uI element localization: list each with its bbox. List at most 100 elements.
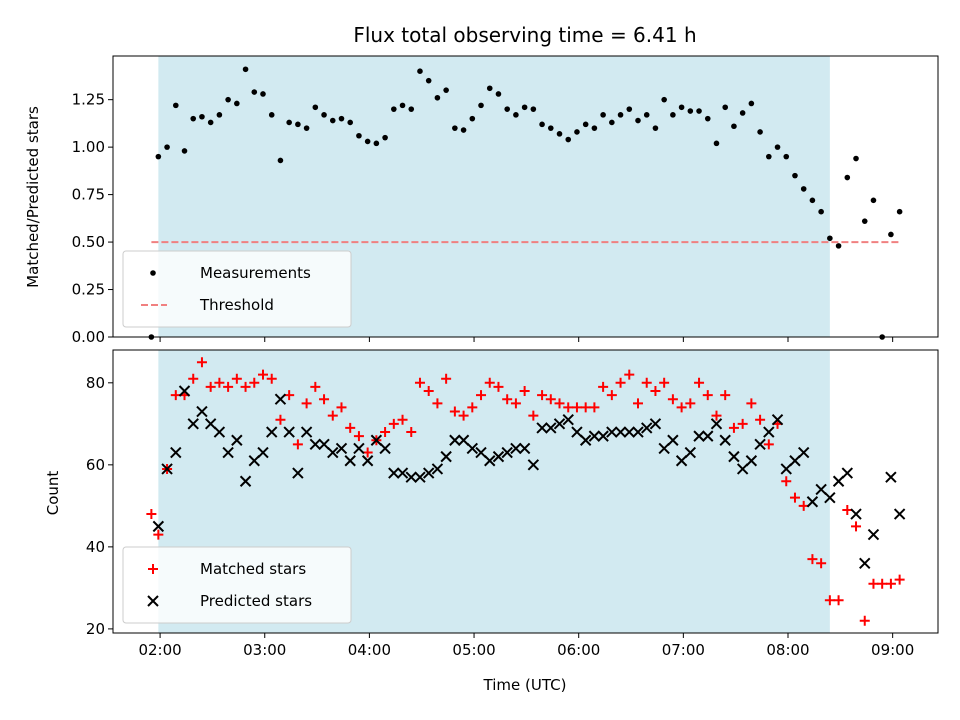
measurement-point — [792, 172, 798, 179]
matched-star-point — [441, 373, 452, 384]
matched-star-point — [205, 381, 216, 392]
predicted-star-point — [579, 434, 592, 446]
measurement-point — [547, 125, 554, 131]
matched-star-point — [292, 439, 303, 450]
predicted-star-point — [510, 442, 522, 455]
predicted-star-point — [361, 455, 374, 467]
ratio-y-axis-label: Matched/Predicted stars — [24, 106, 42, 288]
predicted-star-point — [597, 430, 609, 442]
matched-star-point — [571, 402, 582, 413]
measurement-point — [277, 157, 284, 164]
legend-entry-label: Matched stars — [200, 560, 306, 578]
matched-star-point — [833, 595, 844, 606]
predicted-star-point — [196, 405, 208, 418]
y-tick-label: 0.75 — [72, 186, 105, 204]
matched-star-point — [423, 386, 434, 397]
measurement-point — [800, 186, 807, 192]
chart-title: Flux total observing time = 6.41 h — [353, 23, 696, 47]
predicted-star-point — [300, 426, 313, 438]
predicted-star-point — [754, 438, 766, 451]
predicted-star-point — [832, 475, 845, 487]
predicted-star-point — [710, 418, 723, 430]
y-tick-label: 40 — [86, 538, 105, 556]
matched-star-point — [327, 410, 338, 421]
matched-star-point — [458, 410, 469, 421]
x-axis-label: Time (UTC) — [483, 676, 567, 694]
predicted-star-point — [736, 463, 749, 475]
measurement-point — [452, 125, 458, 131]
legend-cross-swatch — [147, 595, 159, 607]
measurement-point — [774, 144, 781, 150]
measurement-point — [225, 96, 231, 103]
x-tick-label: 09:00 — [871, 641, 914, 659]
predicted-star-point — [649, 418, 662, 430]
measurement-point — [399, 102, 406, 109]
ratio-panel: 0.00 0.25 0.50 0.75 1.00 1.25 Matched/Predict… — [24, 55, 939, 346]
matched-star-point — [345, 422, 356, 433]
matched-star-point — [214, 377, 225, 388]
count-y-axis-label: Count — [44, 471, 62, 516]
axes-frame — [112, 349, 939, 634]
matched-star-point — [711, 410, 722, 421]
measurement-point — [818, 208, 824, 215]
predicted-star-point — [501, 446, 513, 459]
predicted-star-point — [222, 446, 234, 459]
y-tick-label: 80 — [86, 374, 105, 392]
measurement-point — [661, 96, 667, 103]
predicted-star-point — [396, 467, 409, 479]
matched-star-point — [146, 509, 157, 520]
matched-star-point — [580, 402, 591, 413]
ratio-legend: Measurements Threshold — [122, 250, 352, 328]
predicted-star-point — [850, 508, 862, 520]
measurement-point — [408, 106, 415, 112]
predicted-star-point — [283, 426, 295, 438]
measurement-point — [609, 119, 615, 126]
ratio-panel-marks — [148, 66, 903, 340]
predicted-star-point — [414, 471, 426, 483]
measurement-point — [504, 106, 510, 112]
legend-plus-swatch — [148, 564, 158, 574]
matched-star-point — [824, 595, 835, 606]
predicted-star-point — [266, 426, 278, 438]
matched-star-point — [223, 381, 234, 392]
predicted-star-point — [213, 426, 226, 438]
predicted-star-point — [867, 528, 880, 541]
predicted-star-point — [614, 426, 627, 438]
matched-star-point — [606, 390, 617, 401]
predicted-star-point — [187, 418, 199, 430]
predicted-star-point — [170, 446, 182, 459]
predicted-star-point — [231, 434, 243, 446]
legend-entry-label: Predicted stars — [200, 592, 312, 610]
matched-star-point — [249, 377, 260, 388]
matched-star-point — [258, 369, 268, 380]
measurement-point — [295, 121, 301, 128]
matched-star-point — [275, 414, 286, 425]
predicted-star-point — [623, 426, 635, 438]
predicted-star-point — [571, 426, 583, 438]
predicted-star-point — [693, 430, 705, 442]
count-legend: Matched stars Predicted stars — [122, 546, 352, 624]
measurement-point — [347, 119, 354, 126]
measurement-point — [199, 113, 205, 120]
x-tick-label: 03:00 — [243, 641, 286, 659]
measurement-point — [888, 231, 894, 238]
predicted-star-point — [658, 442, 670, 455]
predicted-star-point — [719, 434, 731, 446]
matched-star-point — [737, 418, 748, 429]
predicted-star-point — [745, 455, 758, 467]
predicted-star-point — [440, 450, 452, 463]
measurement-point — [382, 134, 388, 141]
measurement-point — [364, 138, 371, 145]
measurement-point — [373, 140, 380, 147]
matched-star-point — [310, 381, 321, 392]
predicted-star-point — [379, 442, 391, 455]
x-tick-label: 07:00 — [662, 641, 705, 659]
measurement-point — [861, 218, 868, 224]
matched-star-point — [240, 381, 251, 392]
predicted-star-point — [466, 442, 479, 455]
predicted-star-point — [309, 438, 322, 451]
measurement-point — [643, 112, 650, 118]
matched-star-point — [493, 381, 504, 392]
measurement-point — [896, 208, 903, 215]
measurement-point — [757, 129, 763, 135]
